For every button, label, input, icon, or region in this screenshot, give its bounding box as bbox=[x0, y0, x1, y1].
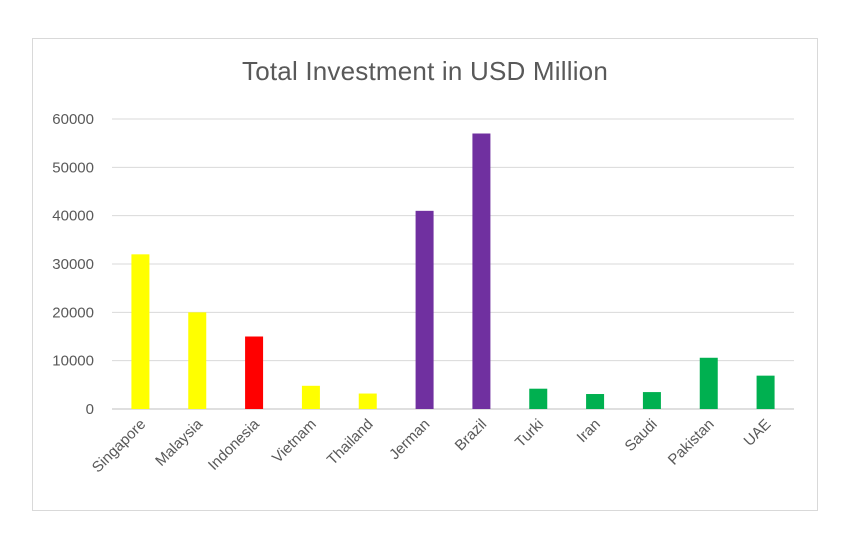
x-category-label: Vietnam bbox=[269, 416, 320, 467]
bar-jerman bbox=[415, 210, 434, 409]
y-tick-label: 40000 bbox=[52, 208, 94, 225]
bar-brazil bbox=[472, 133, 491, 409]
x-category-label: Malaysia bbox=[152, 415, 206, 469]
chart-title: Total Investment in USD Million bbox=[242, 56, 608, 86]
x-category-label: Pakistan bbox=[665, 416, 718, 469]
x-category-label: Turki bbox=[512, 416, 547, 451]
y-tick-label: 0 bbox=[86, 401, 94, 418]
bar-uae bbox=[756, 375, 775, 409]
bar-saudi bbox=[642, 392, 661, 409]
x-category-label: Iran bbox=[574, 416, 604, 446]
bar-turki bbox=[529, 388, 548, 409]
x-category-label: Jerman bbox=[386, 416, 433, 463]
x-category-label: Brazil bbox=[452, 416, 491, 455]
y-tick-label: 60000 bbox=[52, 111, 94, 128]
y-tick-label: 50000 bbox=[52, 159, 94, 176]
x-category-label: Saudi bbox=[622, 416, 661, 455]
x-category-label: Singapore bbox=[89, 416, 149, 476]
y-tick-label: 20000 bbox=[52, 304, 94, 321]
bars bbox=[131, 133, 775, 409]
x-category-label: UAE bbox=[741, 416, 775, 450]
bar-vietnam bbox=[301, 385, 320, 409]
bar-pakistan bbox=[699, 357, 718, 409]
bar-indonesia bbox=[245, 336, 264, 409]
x-category-label: Indonesia bbox=[205, 415, 263, 473]
y-tick-label: 30000 bbox=[52, 256, 94, 273]
y-tick-label: 10000 bbox=[52, 353, 94, 370]
bar-malaysia bbox=[188, 312, 207, 409]
y-axis-tick-labels: 0 10000 20000 30000 40000 50000 60000 bbox=[52, 111, 94, 418]
x-category-label: Thailand bbox=[324, 416, 377, 469]
bar-thailand bbox=[358, 393, 377, 409]
bar-singapore bbox=[131, 254, 150, 409]
bar-iran bbox=[586, 394, 605, 409]
gridlines bbox=[112, 118, 794, 410]
